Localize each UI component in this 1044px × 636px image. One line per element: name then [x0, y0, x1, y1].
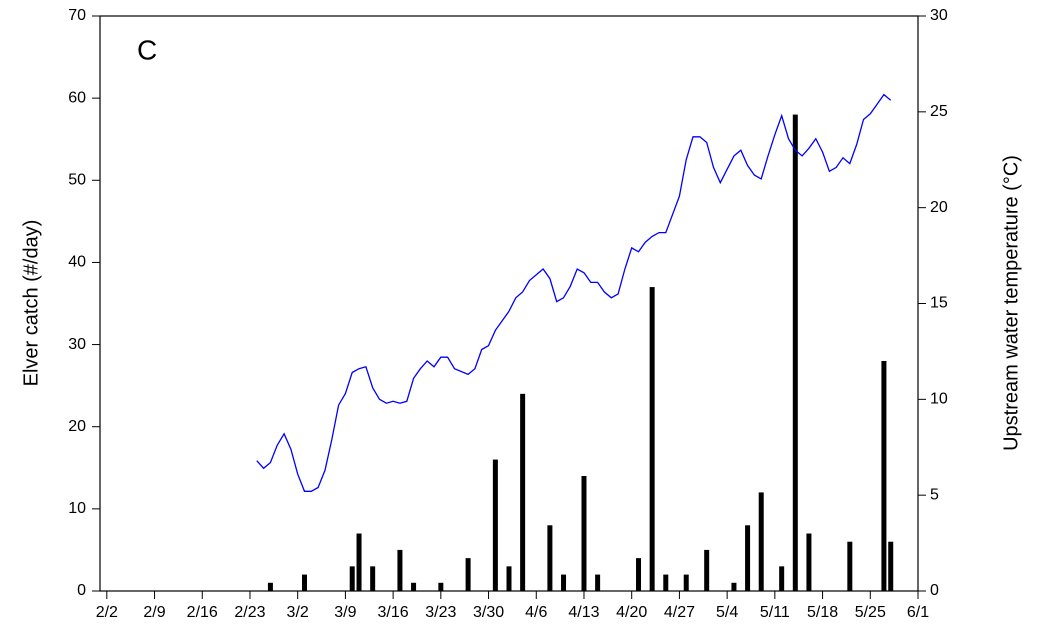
bar	[779, 566, 785, 591]
y-tick-label: 0	[77, 582, 86, 599]
bar	[663, 574, 669, 591]
temperature-line	[256, 93, 892, 492]
bar	[506, 566, 512, 591]
bar	[792, 114, 798, 592]
bar	[520, 393, 526, 591]
bar	[561, 574, 567, 591]
y-tick-label: 30	[68, 336, 86, 353]
x-tick-label: 4/6	[525, 604, 547, 621]
bar	[465, 558, 471, 591]
y-tick-label: 70	[68, 7, 86, 24]
x-tick-label: 2/16	[187, 604, 218, 621]
x-tick-label: 5/25	[855, 604, 886, 621]
bar	[595, 574, 601, 591]
y2-tick-label: 5	[930, 486, 939, 503]
bar	[547, 525, 553, 591]
bar	[745, 525, 751, 591]
y2-axis-title: Upstream water temperature (°C)	[1000, 155, 1022, 451]
x-tick-label: 3/16	[378, 604, 409, 621]
y-tick-label: 50	[68, 172, 86, 189]
bar	[411, 582, 417, 591]
x-tick-label: 3/23	[425, 604, 456, 621]
x-tick-label: 2/23	[234, 604, 265, 621]
y2-tick-label: 25	[930, 103, 948, 120]
bar	[704, 549, 710, 591]
x-tick-label: 2/2	[96, 604, 118, 621]
x-tick-label: 2/9	[143, 604, 165, 621]
x-tick-label: 5/4	[716, 604, 738, 621]
bar	[636, 558, 642, 591]
y-axis-title: Elver catch (#/day)	[20, 220, 42, 387]
x-tick-label: 5/11	[760, 604, 790, 621]
bar	[302, 574, 307, 591]
bar	[649, 287, 655, 591]
y2-tick-label: 15	[930, 295, 948, 312]
bar	[349, 566, 355, 591]
annotation: C	[137, 34, 157, 65]
bar	[581, 476, 587, 591]
bar	[267, 582, 273, 591]
bar	[492, 459, 498, 591]
bar	[806, 533, 812, 591]
x-tick-label: 4/27	[664, 604, 695, 621]
bar	[397, 549, 403, 591]
x-tick-label: 4/13	[568, 604, 599, 621]
x-tick-label: 4/20	[616, 604, 647, 621]
y-tick-label: 40	[68, 254, 86, 271]
bar	[758, 492, 764, 591]
x-tick-label: 3/2	[287, 604, 309, 621]
bar	[356, 533, 362, 591]
y-tick-label: 20	[68, 418, 86, 435]
y2-tick-label: 10	[930, 391, 948, 408]
x-tick-label: 5/18	[807, 604, 838, 621]
y2-tick-label: 20	[930, 199, 948, 216]
bar	[847, 541, 853, 591]
bar	[881, 361, 887, 591]
x-tick-label: 3/30	[473, 604, 504, 621]
y-tick-label: 60	[68, 89, 86, 106]
y2-tick-label: 0	[930, 582, 939, 599]
bar	[683, 574, 689, 591]
bar	[370, 566, 376, 591]
y2-tick-label: 30	[930, 7, 948, 24]
x-tick-label: 3/9	[334, 604, 356, 621]
x-tick-label: 6/1	[907, 604, 929, 621]
bar	[888, 541, 894, 591]
bar	[731, 582, 737, 591]
y-tick-label: 10	[68, 500, 86, 517]
bar	[438, 582, 444, 591]
